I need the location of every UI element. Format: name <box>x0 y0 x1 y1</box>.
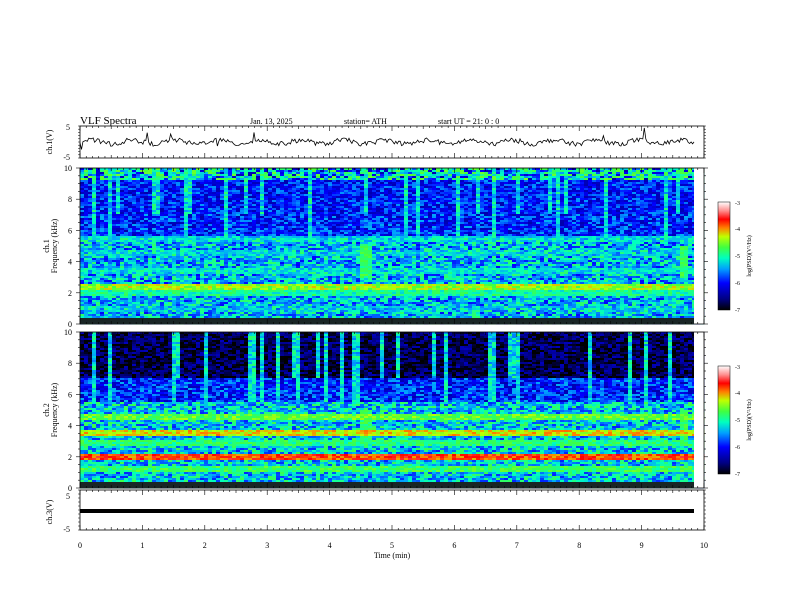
date-label: Jan. 13, 2025 <box>250 117 293 126</box>
frequency-tick-label: 4 <box>68 258 72 267</box>
time-tick-label: 6 <box>452 541 456 550</box>
ch2-cb-tick: -5 <box>735 418 740 424</box>
ch3-ylabel: ch.3(V) <box>45 499 54 524</box>
frequency-tick-label: 0 <box>68 484 72 493</box>
time-tick-label: 3 <box>265 541 269 550</box>
time-tick-label: 7 <box>515 541 519 550</box>
ch1-cb-tick: -5 <box>735 254 740 260</box>
frequency-tick-label: 8 <box>68 359 72 368</box>
ch1-cb-tick: -6 <box>735 281 740 287</box>
ch1-waveform-trace <box>79 127 695 150</box>
station-label: station= ATH <box>344 117 387 126</box>
time-tick-label: 8 <box>577 541 581 550</box>
frequency-tick-label: 6 <box>68 226 72 235</box>
time-tick-label: 9 <box>640 541 644 550</box>
time-tick-label: 10 <box>700 541 708 550</box>
ch1-colorbar: -3 -4 -5 -6 -7 log(PSD)(V²/Hz) <box>717 201 753 314</box>
ch2-spectrogram-image <box>80 332 705 489</box>
ch2-cb-tick: -6 <box>735 445 740 451</box>
ch2-cb-tick: -4 <box>735 391 740 397</box>
ch1-ylabel: ch.1(V) <box>45 129 54 154</box>
ch2-colorbar: -3 -4 -5 -6 -7 log(PSD)(V²/Hz) <box>717 365 753 478</box>
frequency-tick-label: 2 <box>68 289 72 298</box>
time-tick-label: 0 <box>78 541 82 550</box>
ch1-spectrogram-panel: 10 8 6 4 2 0 ch.1 Frequency (kHz) <box>42 164 708 329</box>
time-tick-label: 5 <box>390 541 394 550</box>
ch2-spectrogram-panel: 10 8 6 4 2 0 ch.2 Frequency (kHz) <box>42 328 708 493</box>
ch2-cb-tick: -3 <box>735 365 740 371</box>
frequency-tick-label: 8 <box>68 195 72 204</box>
ch2-cb-label: log(PSD)(V²/Hz) <box>746 399 753 440</box>
ch1-cb-label: log(PSD)(V²/Hz) <box>746 235 753 276</box>
frequency-tick-label: 10 <box>64 164 72 173</box>
time-tick-label: 1 <box>140 541 144 550</box>
ch1-ytick-top: 5 <box>66 123 70 132</box>
ch2-ylabel-channel: ch.2 <box>42 403 51 417</box>
ch1-cb-tick: -7 <box>735 308 740 314</box>
ch3-waveform-panel: 0 1 2 3 4 5 6 7 8 9 10 5 -5 ch.3(V) Time (min) <box>45 489 708 560</box>
time-tick-label: 2 <box>203 541 207 550</box>
frequency-tick-label: 0 <box>68 320 72 329</box>
ch1-cb-tick: -3 <box>735 201 740 207</box>
start-ut-label: start UT = 21: 0 : 0 <box>438 117 499 126</box>
ch3-ytick-bottom: -5 <box>63 525 70 534</box>
figure-title: VLF Spectra <box>80 115 137 127</box>
ch1-spectrogram-image <box>80 168 705 325</box>
frequency-tick-label: 2 <box>68 453 72 462</box>
ch1-ylabel-channel: ch.1 <box>42 239 51 253</box>
frequency-tick-label: 6 <box>68 390 72 399</box>
ch3-ytick-top: 5 <box>66 492 70 501</box>
x-axis-label: Time (min) <box>374 551 411 560</box>
ch1-cb-tick: -4 <box>735 227 740 233</box>
time-tick-label: 4 <box>328 541 332 550</box>
frequency-tick-label: 4 <box>68 422 72 431</box>
ch1-waveform-panel: 5 -5 ch.1(V) <box>45 123 706 162</box>
ch2-cb-tick: -7 <box>735 472 740 478</box>
ch1-ylabel-frequency: Frequency (kHz) <box>50 218 59 273</box>
ch1-ytick-bottom: -5 <box>63 153 70 162</box>
ch2-ylabel-frequency: Frequency (kHz) <box>50 382 59 437</box>
frequency-tick-label: 10 <box>64 328 72 337</box>
